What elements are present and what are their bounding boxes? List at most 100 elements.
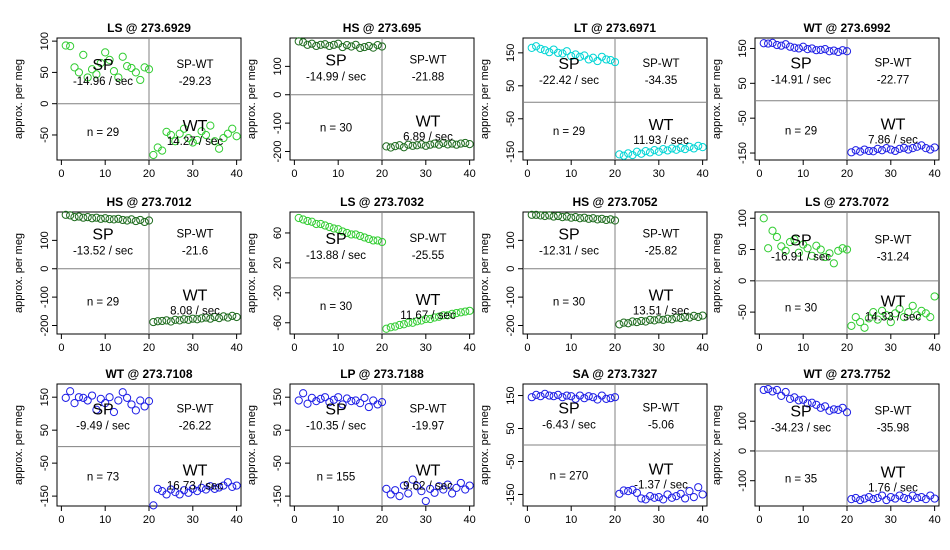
- panel-11: SA @ 273.7327 0 10 20 30 40 150 50 -50 -150 approx…: [479, 367, 709, 526]
- sp-point: [807, 44, 817, 53]
- sp-point: [144, 397, 154, 406]
- x-tick-label: 10: [99, 514, 111, 526]
- y-tick-label: 150: [505, 386, 517, 404]
- wt-point: [404, 318, 413, 327]
- x-tick-label: 20: [376, 514, 388, 526]
- sp-point: [584, 214, 593, 223]
- y-tick-label: 0: [737, 448, 749, 454]
- wt-point: [171, 488, 180, 497]
- sp-point: [303, 40, 312, 49]
- sp-point: [320, 393, 330, 402]
- wt-point: [412, 141, 422, 150]
- wt-point: [877, 146, 887, 155]
- sp-point: [127, 215, 136, 224]
- wt-point: [645, 492, 655, 501]
- sp-point: [136, 215, 145, 225]
- sp-point: [816, 45, 825, 54]
- wt-point: [184, 315, 193, 324]
- wt-label: WT: [416, 113, 441, 130]
- wt-point: [210, 312, 219, 322]
- x-tick-label: 40: [463, 514, 475, 526]
- x-tick-label: 30: [420, 342, 432, 354]
- y-tick-label: 0: [39, 101, 51, 107]
- panel-title: LT @ 273.6971: [574, 21, 657, 35]
- x-tick-label: 10: [565, 342, 577, 354]
- wt-point: [395, 492, 404, 501]
- wt-point: [439, 311, 448, 320]
- sp-point: [373, 236, 382, 245]
- sp-point: [777, 41, 786, 50]
- wt-point: [632, 317, 642, 327]
- sp-point: [347, 397, 356, 406]
- wt-point: [659, 145, 668, 154]
- panel-3: LT @ 273.6971 0 10 20 30 40 150 50 -50 -150 approx…: [479, 21, 709, 180]
- wt-point: [426, 140, 435, 149]
- wt-point: [917, 141, 926, 150]
- sp-point: [360, 42, 369, 52]
- x-tick-label: 40: [928, 514, 940, 526]
- sp-point: [532, 210, 541, 219]
- sp-point: [562, 391, 571, 400]
- wt-point: [201, 130, 211, 140]
- sp-point: [540, 46, 550, 55]
- wt-point: [408, 475, 417, 484]
- sp-wt-label: SP-WT: [176, 403, 213, 415]
- x-tick-label: 20: [609, 514, 621, 526]
- sp-point: [799, 42, 808, 51]
- wt-point: [650, 316, 659, 325]
- x-tick-label: 40: [230, 342, 242, 354]
- sp-point: [593, 395, 602, 404]
- wt-point: [689, 144, 698, 153]
- x-tick-label: 10: [99, 168, 111, 180]
- wt-point: [395, 141, 404, 150]
- wt-point: [659, 315, 668, 324]
- x-tick-label: 0: [58, 342, 64, 354]
- wt-point: [632, 147, 642, 156]
- wt-point: [149, 317, 158, 327]
- wt-point: [456, 478, 465, 488]
- x-tick-label: 30: [653, 168, 665, 180]
- sp-point: [351, 396, 360, 405]
- wt-point: [232, 132, 241, 141]
- sp-point: [299, 38, 308, 47]
- sp-wt-value: -34.35: [645, 75, 678, 87]
- sp-point: [74, 212, 84, 221]
- wt-point: [864, 146, 874, 156]
- sp-label: SP: [92, 57, 113, 74]
- wt-label: WT: [881, 116, 906, 133]
- sp-point: [768, 387, 777, 396]
- wt-point: [877, 491, 887, 500]
- x-tick-label: 40: [230, 514, 242, 526]
- wt-point: [912, 142, 922, 151]
- sp-point: [140, 217, 149, 227]
- sp-point: [803, 244, 812, 253]
- y-tick-label: 150: [39, 388, 51, 406]
- wt-point: [166, 130, 176, 140]
- x-tick-label: 30: [885, 514, 897, 526]
- wt-point: [895, 144, 904, 153]
- wt-point: [417, 140, 426, 149]
- wt-rate: -1.37 / sec: [634, 480, 688, 492]
- sp-rate: -13.88 / sec: [306, 250, 366, 262]
- x-tick-label: 40: [928, 168, 940, 180]
- sp-point: [369, 396, 378, 405]
- sp-point: [781, 40, 790, 49]
- x-tick-label: 40: [463, 168, 475, 180]
- panel-title: LP @ 273.7188: [340, 367, 424, 381]
- sp-point: [553, 211, 563, 221]
- sp-point: [66, 211, 75, 220]
- sp-rate: -34.23 / sec: [771, 422, 831, 434]
- wt-point: [886, 318, 895, 327]
- wt-point: [399, 143, 409, 152]
- sp-point: [562, 212, 571, 221]
- sp-point: [834, 246, 843, 255]
- sp-point: [79, 213, 88, 222]
- wt-point: [619, 151, 628, 160]
- wt-point: [663, 314, 672, 323]
- wt-point: [619, 318, 628, 327]
- sp-point: [122, 62, 132, 71]
- sp-point: [545, 391, 554, 400]
- sp-point: [325, 222, 334, 232]
- panel-title: LS @ 273.7032: [340, 195, 424, 209]
- wt-point: [465, 481, 474, 490]
